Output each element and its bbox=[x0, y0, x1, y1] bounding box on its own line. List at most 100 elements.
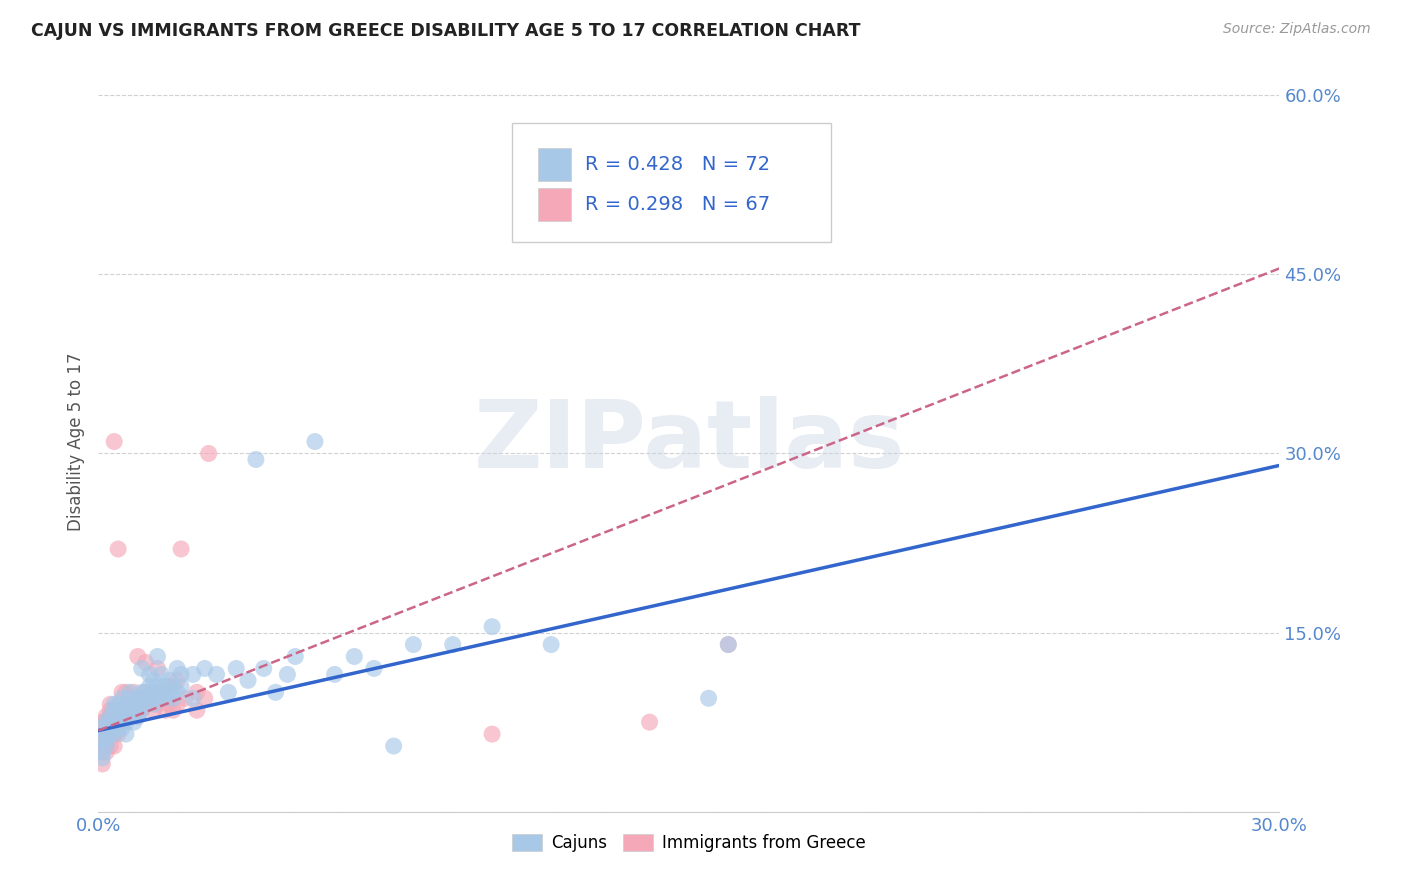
Point bbox=[96, 739, 118, 753]
Point bbox=[103, 698, 125, 712]
Point bbox=[107, 698, 129, 712]
Point bbox=[103, 434, 125, 449]
Point bbox=[146, 691, 169, 706]
Point bbox=[91, 727, 114, 741]
Point bbox=[98, 709, 121, 723]
Point bbox=[111, 703, 134, 717]
Point bbox=[253, 661, 276, 675]
Point bbox=[127, 698, 149, 712]
Point bbox=[284, 649, 307, 664]
Point bbox=[115, 685, 138, 699]
Point bbox=[115, 698, 138, 712]
Point bbox=[118, 709, 141, 723]
Point bbox=[107, 721, 129, 735]
Point bbox=[363, 661, 385, 675]
Point bbox=[170, 541, 193, 556]
Point bbox=[98, 721, 121, 735]
Point bbox=[343, 649, 366, 664]
Point bbox=[131, 661, 153, 675]
Point bbox=[264, 685, 287, 699]
Point bbox=[103, 715, 125, 730]
Point bbox=[98, 727, 121, 741]
Point bbox=[91, 745, 114, 759]
Point bbox=[115, 727, 138, 741]
Point bbox=[382, 739, 405, 753]
Point bbox=[111, 715, 134, 730]
Point bbox=[146, 698, 169, 712]
Point bbox=[127, 709, 149, 723]
FancyBboxPatch shape bbox=[512, 123, 831, 242]
Point bbox=[91, 733, 114, 747]
Point bbox=[174, 691, 197, 706]
Point bbox=[91, 721, 114, 735]
Point bbox=[157, 673, 180, 688]
Point bbox=[115, 715, 138, 730]
Point bbox=[107, 703, 129, 717]
Point bbox=[127, 703, 149, 717]
Point bbox=[122, 698, 145, 712]
Point bbox=[122, 703, 145, 717]
Point bbox=[118, 691, 141, 706]
Point bbox=[91, 745, 114, 759]
Point bbox=[107, 727, 129, 741]
Point bbox=[98, 739, 121, 753]
Point bbox=[135, 685, 157, 699]
Point bbox=[122, 698, 145, 712]
Point bbox=[245, 452, 267, 467]
Point bbox=[98, 715, 121, 730]
Point bbox=[96, 727, 118, 741]
Point bbox=[103, 703, 125, 717]
Point bbox=[96, 715, 118, 730]
Point bbox=[402, 638, 425, 652]
Point bbox=[138, 667, 160, 681]
Point bbox=[170, 667, 193, 681]
Point bbox=[150, 685, 173, 699]
Point bbox=[96, 721, 118, 735]
Point bbox=[131, 703, 153, 717]
Point bbox=[107, 715, 129, 730]
Point bbox=[127, 691, 149, 706]
Point bbox=[181, 691, 204, 706]
Point bbox=[142, 703, 165, 717]
Y-axis label: Disability Age 5 to 17: Disability Age 5 to 17 bbox=[66, 352, 84, 531]
Point bbox=[98, 709, 121, 723]
Point bbox=[194, 661, 217, 675]
Point bbox=[717, 638, 740, 652]
Point bbox=[157, 698, 180, 712]
Point bbox=[135, 685, 157, 699]
Point bbox=[96, 745, 118, 759]
Bar bbox=[537, 187, 571, 221]
Point bbox=[155, 703, 177, 717]
Point bbox=[146, 679, 169, 693]
Point bbox=[103, 727, 125, 741]
Point bbox=[111, 721, 134, 735]
Point bbox=[96, 733, 118, 747]
Point bbox=[304, 434, 326, 449]
Point bbox=[166, 698, 188, 712]
Text: R = 0.298   N = 67: R = 0.298 N = 67 bbox=[585, 194, 770, 214]
Point bbox=[138, 691, 160, 706]
Point bbox=[115, 709, 138, 723]
Point bbox=[540, 638, 562, 652]
Point bbox=[96, 727, 118, 741]
Point bbox=[205, 667, 228, 681]
Point bbox=[135, 698, 157, 712]
Point bbox=[107, 541, 129, 556]
Point bbox=[276, 667, 298, 681]
Point bbox=[225, 661, 247, 675]
Point bbox=[138, 691, 160, 706]
Point bbox=[146, 661, 169, 675]
Point bbox=[91, 756, 114, 771]
Point bbox=[122, 685, 145, 699]
Point bbox=[111, 703, 134, 717]
Point bbox=[103, 739, 125, 753]
Point bbox=[441, 638, 464, 652]
Point bbox=[96, 715, 118, 730]
Point bbox=[236, 673, 259, 688]
Point bbox=[98, 727, 121, 741]
Point bbox=[98, 698, 121, 712]
Point bbox=[142, 673, 165, 688]
Point bbox=[166, 685, 188, 699]
Point bbox=[98, 703, 121, 717]
Point bbox=[111, 715, 134, 730]
